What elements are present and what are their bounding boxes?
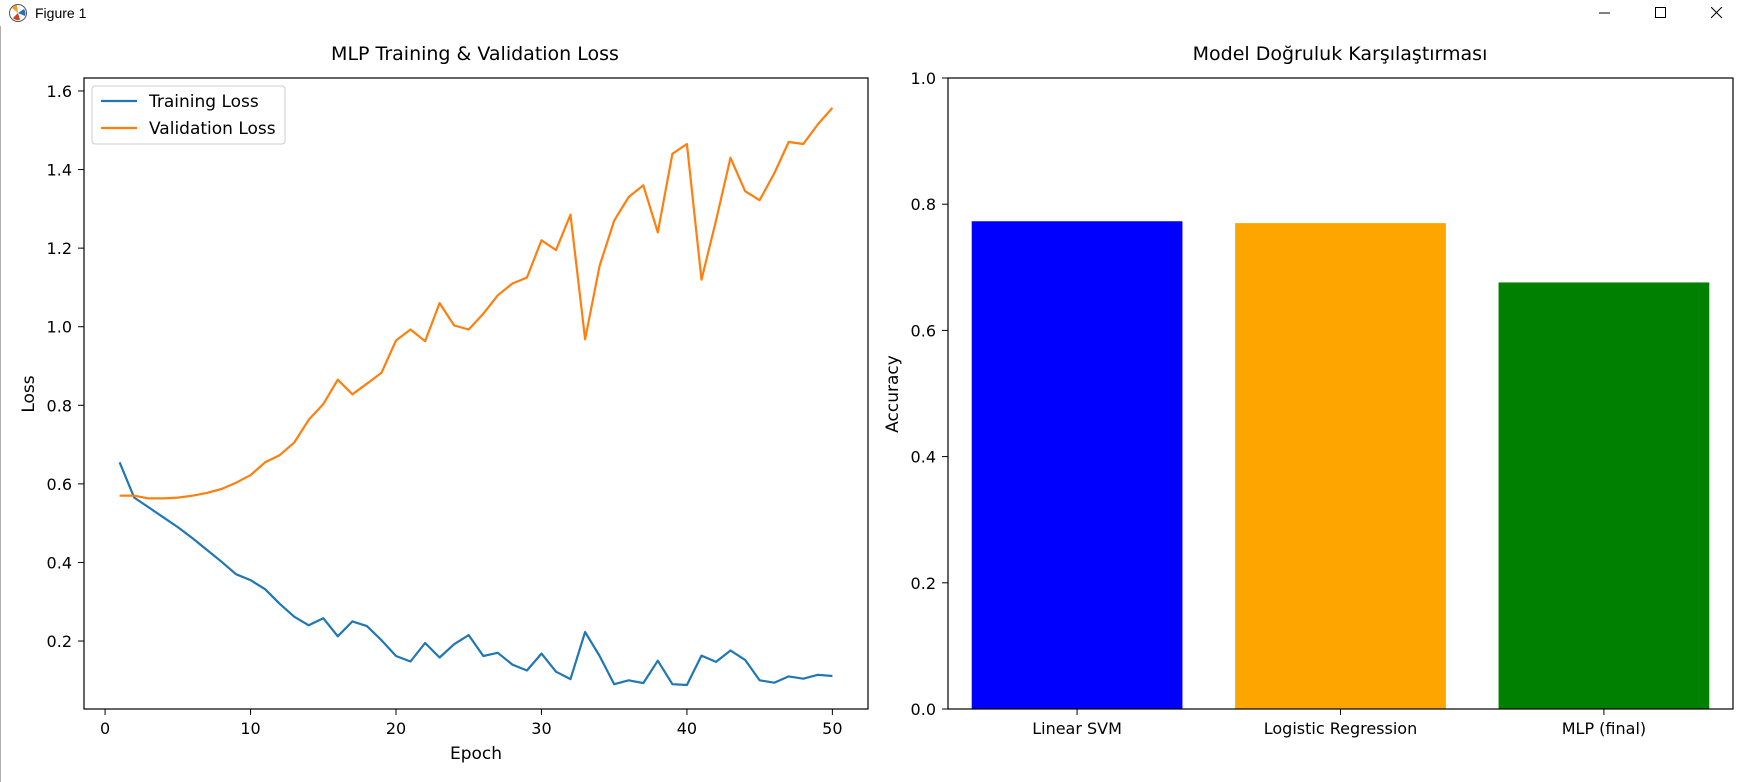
y-tick-label: 0.6 [911, 321, 936, 340]
x-tick-label: Linear SVM [1032, 719, 1122, 738]
y-tick-label: 0.2 [911, 574, 936, 593]
close-button[interactable] [1694, 0, 1740, 26]
accuracy-chart: Model Doğruluk Karşılaştırması Linear SV… [883, 43, 1734, 738]
bar-logistic-regression [1235, 223, 1446, 709]
y-tick-label: 1.6 [47, 82, 72, 101]
loss-y-axis-label: Loss [19, 375, 39, 412]
loss-chart: MLP Training & Validation Loss 0 10 20 30 40… [19, 43, 869, 764]
x-tick-label: 0 [100, 719, 110, 738]
bar-mlp-final [1498, 282, 1710, 709]
y-tick-label: 0.2 [47, 632, 72, 651]
window-title: Figure 1 [35, 5, 87, 21]
x-tick-label: 20 [386, 719, 406, 738]
y-tick-label: 1.2 [47, 239, 72, 258]
series-line-validation-loss [119, 107, 834, 500]
y-tick-label: 0.6 [47, 475, 72, 494]
accuracy-x-ticks: Linear SVM Logistic Regression MLP (final) [1032, 709, 1646, 738]
x-tick-label: 50 [822, 719, 842, 738]
series-line-training-loss [118, 461, 833, 687]
loss-chart-title: MLP Training & Validation Loss [331, 43, 619, 65]
y-tick-label: 0.4 [47, 553, 72, 572]
close-icon [1711, 7, 1723, 19]
y-tick-label: 0.8 [47, 396, 72, 415]
y-tick-label: 1.0 [911, 69, 936, 88]
loss-x-ticks: 0 10 20 30 40 50 [100, 709, 843, 738]
loss-x-axis-label: Epoch [450, 744, 502, 764]
title-bar: Figure 1 [0, 0, 1747, 26]
accuracy-y-ticks: 0.0 0.2 0.4 0.6 0.8 1.0 [911, 69, 948, 719]
figure-canvas: MLP Training & Validation Loss 0 10 20 30 40… [19, 43, 1734, 764]
y-tick-label: 0.0 [911, 700, 936, 719]
loss-legend: Training Loss Validation Loss [91, 85, 286, 145]
x-tick-label: 30 [531, 719, 551, 738]
y-tick-label: 1.4 [47, 161, 72, 180]
x-tick-label: Logistic Regression [1264, 719, 1417, 738]
accuracy-bars [971, 221, 1710, 709]
y-tick-label: 0.8 [911, 195, 936, 214]
loss-y-ticks: 0.2 0.4 0.6 0.8 1.0 1.2 1.4 1.6 [47, 82, 84, 651]
loss-lines [118, 107, 834, 687]
maximize-button[interactable] [1638, 0, 1684, 26]
minimize-button[interactable] [1582, 0, 1628, 26]
accuracy-chart-title: Model Doğruluk Karşılaştırması [1193, 43, 1488, 65]
y-tick-label: 1.0 [47, 318, 72, 337]
window-border [0, 26, 1, 782]
matplotlib-app-icon [8, 3, 28, 23]
legend-label-validation-loss: Validation Loss [149, 119, 276, 139]
legend-label-training-loss: Training Loss [148, 92, 259, 112]
x-tick-label: 40 [677, 719, 697, 738]
loss-plot-frame [83, 77, 869, 710]
bar-linear-svm [971, 221, 1183, 709]
y-tick-label: 0.4 [911, 448, 936, 467]
accuracy-y-axis-label: Accuracy [883, 355, 903, 433]
loss-legend-box [91, 85, 286, 145]
x-tick-label: MLP (final) [1562, 719, 1646, 738]
maximize-icon [1655, 7, 1666, 18]
x-tick-label: 10 [240, 719, 260, 738]
minimize-icon [1599, 12, 1610, 14]
